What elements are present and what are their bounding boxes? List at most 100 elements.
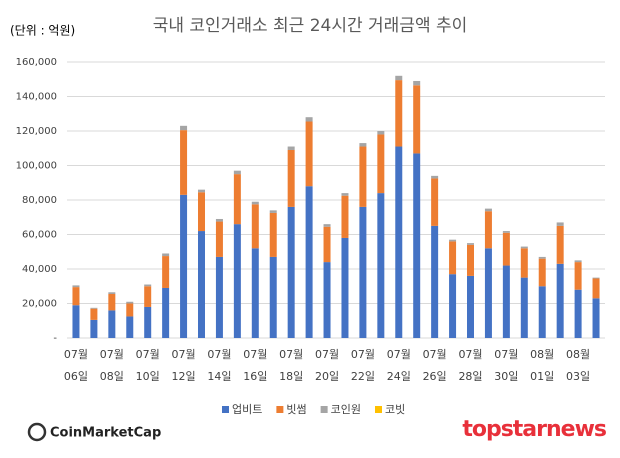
bar-segment <box>180 125 188 131</box>
bar-segment <box>198 189 205 193</box>
bar-segment <box>198 231 205 338</box>
bar-segment <box>251 204 259 249</box>
x-tick-label: 07월 18일 <box>279 348 304 383</box>
bar-segment <box>180 130 188 195</box>
bar-segment <box>413 85 421 154</box>
bar-segment <box>502 231 510 233</box>
source-logo-text: CoinMarketCap <box>50 426 161 441</box>
x-tick-label: 07월 20일 <box>314 348 340 383</box>
bar-segment <box>538 286 546 338</box>
bar-segment <box>233 170 241 175</box>
bar-segment <box>449 274 457 338</box>
x-tick-label: 07월 06일 <box>63 348 89 383</box>
bar-segment <box>269 212 277 257</box>
bar-segment <box>162 287 170 338</box>
bar-segment <box>305 186 313 338</box>
bar-segment <box>556 225 564 264</box>
bar-segment <box>377 134 385 194</box>
bar-segment <box>413 80 421 86</box>
bar-segment <box>251 248 259 338</box>
bar-segment <box>90 319 98 338</box>
y-tick-label: 40,000 <box>22 264 57 275</box>
bar-segment <box>502 232 510 266</box>
bar-segment <box>287 206 295 338</box>
bar-segment <box>144 306 152 338</box>
bar-segment <box>72 287 80 306</box>
bar-segment <box>556 263 564 338</box>
bar-segment <box>359 143 367 147</box>
bar-segment <box>449 241 457 275</box>
bar-segment <box>431 178 439 226</box>
bar-segment <box>592 277 600 279</box>
x-tick-label: 07월 26일 <box>422 348 447 383</box>
bar-segment <box>467 275 474 338</box>
bar-segment <box>90 307 98 309</box>
bar-segment <box>108 310 116 338</box>
bar-segment <box>341 193 349 196</box>
unit-label: (단위 : 억원) <box>10 24 75 38</box>
bar-segment <box>484 248 492 338</box>
y-tick-label: 120,000 <box>16 126 57 137</box>
bar-segment <box>520 277 528 338</box>
bar-segment <box>72 285 80 288</box>
bar-segment <box>574 260 582 263</box>
bar-segment <box>162 256 170 288</box>
bar-segment <box>162 253 170 257</box>
x-tick-label: 07월 16일 <box>243 348 268 383</box>
legend-label: 빗썸 <box>286 403 306 416</box>
bar-segment <box>413 153 421 338</box>
bar-segment <box>502 265 510 338</box>
legend-label: 코인원 <box>331 403 361 416</box>
bar-segment <box>233 224 241 338</box>
bar-segment <box>395 80 403 147</box>
legend-swatch <box>222 406 229 413</box>
bar-segment <box>108 292 116 295</box>
x-tick-label: 07월 28일 <box>458 348 483 383</box>
bar-segment <box>449 239 457 242</box>
bar-segment <box>592 278 600 299</box>
bar-segment <box>126 316 134 338</box>
y-tick-label: - <box>53 333 57 344</box>
bar-segment <box>144 286 152 307</box>
x-tick-label: 07월 10일 <box>135 348 160 383</box>
x-tick-label: 07월 24일 <box>386 348 411 383</box>
bar-segment <box>269 210 277 213</box>
y-tick-label: 160,000 <box>16 57 57 68</box>
bar-segment <box>484 208 492 212</box>
bar-segment <box>574 289 582 338</box>
bar-segment <box>287 149 295 207</box>
bar-segment <box>520 248 528 278</box>
bar-segment <box>72 305 80 338</box>
bar-segment <box>287 146 295 150</box>
y-tick-label: 140,000 <box>16 92 57 103</box>
chart-title: 국내 코인거래소 최근 24시간 거래금액 추이 <box>153 16 468 36</box>
x-tick-label: 07월 14일 <box>207 348 232 383</box>
bar-segment <box>556 222 564 226</box>
bar-segment <box>323 224 331 227</box>
bar-segment <box>215 218 223 222</box>
y-tick-label: 60,000 <box>22 230 57 241</box>
bar-segment <box>305 117 313 122</box>
bar-segment <box>467 244 474 276</box>
source-logo: CoinMarketCap <box>27 422 161 442</box>
x-tick-label: 08월 03일 <box>566 348 591 383</box>
x-tick-label: 07월 12일 <box>171 348 196 383</box>
bar-segment <box>467 243 474 245</box>
bar-segment <box>108 294 116 311</box>
legend-label: 코빗 <box>385 403 405 416</box>
bar-segment <box>520 246 528 249</box>
logo-icon <box>27 422 47 442</box>
y-tick-label: 100,000 <box>16 161 57 172</box>
bar-segment <box>215 256 223 338</box>
legend-swatch <box>276 406 284 413</box>
bar-segment <box>431 225 439 338</box>
bar-segment <box>251 201 259 205</box>
watermark: topstarnews <box>462 417 607 442</box>
x-tick-label: 07월 30일 <box>494 348 519 383</box>
bar-segment <box>144 284 152 287</box>
legend-swatch <box>320 406 328 413</box>
x-tick-label: 07월 08일 <box>99 348 124 383</box>
bar-segment <box>126 301 134 304</box>
